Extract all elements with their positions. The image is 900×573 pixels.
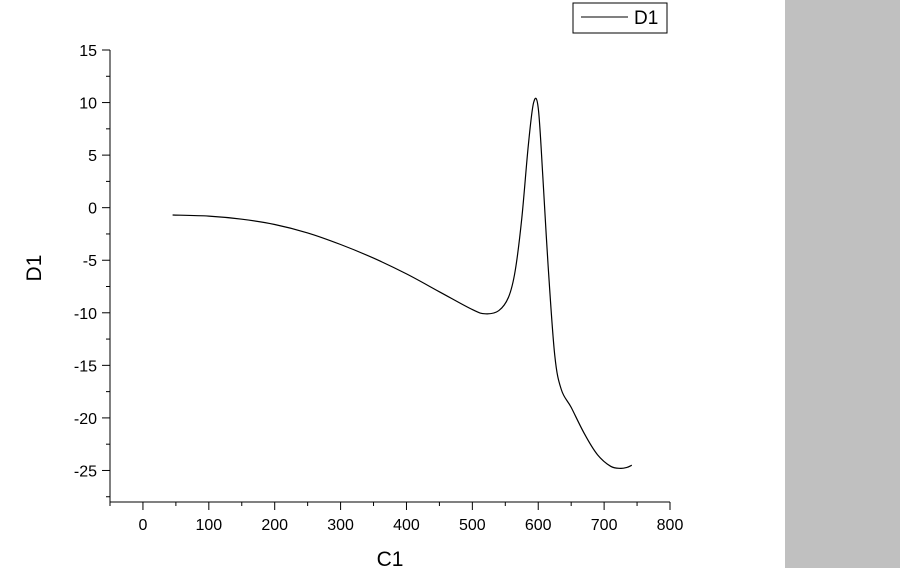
legend: D1 <box>572 2 668 34</box>
x-tick-label: 100 <box>195 517 222 534</box>
y-tick-label: -15 <box>74 358 97 375</box>
y-tick-label: 10 <box>79 96 97 113</box>
x-tick-label: 800 <box>657 517 684 534</box>
line-chart: 0 100 200 300 400 500 600 700 800 15 10 5 0 -5 -10 -15 -… <box>23 2 684 571</box>
y-tick-label: -10 <box>74 306 97 323</box>
y-tick-label: -5 <box>83 253 97 270</box>
y-tick-label: -20 <box>74 411 97 428</box>
x-tick-label: 700 <box>591 517 618 534</box>
x-tick-label: 200 <box>261 517 288 534</box>
axes: 0 100 200 300 400 500 600 700 800 15 10 5 0 -5 -10 -15 -… <box>74 43 684 534</box>
y-tick-label: 15 <box>79 43 97 60</box>
series-layer <box>172 97 633 470</box>
legend-box <box>572 2 668 34</box>
y-axis-label: D1 <box>23 255 46 282</box>
series-line-d1 <box>172 97 633 470</box>
x-tick-label: 0 <box>138 517 147 534</box>
x-tick-label: 300 <box>327 517 354 534</box>
side-panel <box>785 0 900 568</box>
x-axis-label: C1 <box>377 548 404 568</box>
x-tick-label: 400 <box>393 517 420 534</box>
y-tick-label: 5 <box>88 148 97 165</box>
legend-label-d1: D1 <box>634 8 658 29</box>
plot-area: 0 100 200 300 400 500 600 700 800 15 10 5 0 -5 -10 -15 -… <box>23 2 684 571</box>
x-tick-label: 500 <box>459 517 486 534</box>
x-tick-label: 600 <box>525 517 552 534</box>
y-tick-label: -25 <box>74 463 97 480</box>
y-tick-label: 0 <box>88 201 97 218</box>
